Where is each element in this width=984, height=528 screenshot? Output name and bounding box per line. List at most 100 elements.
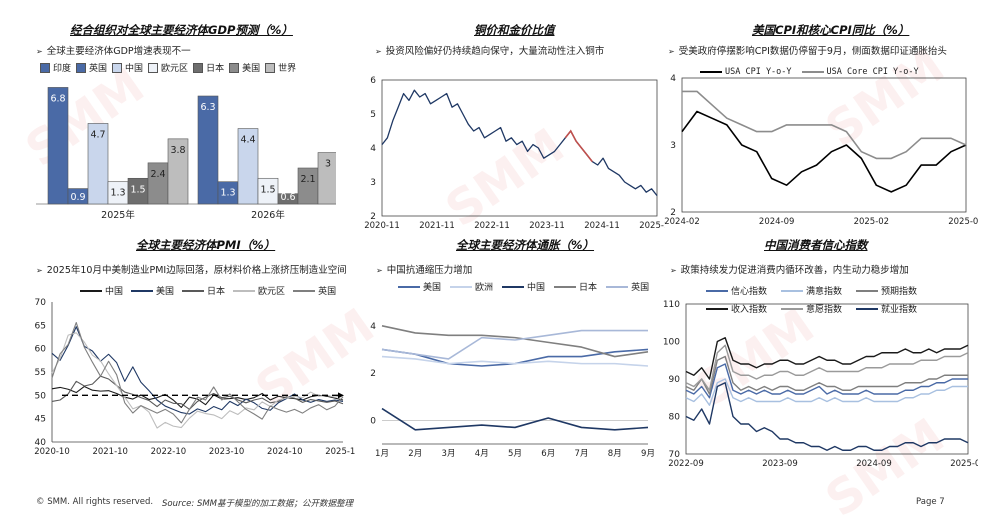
x-tick-label: 2025-02	[854, 217, 890, 227]
y-tick-label: 6	[370, 76, 376, 86]
legend-label: 英国	[318, 287, 337, 297]
category-label: 2026年	[251, 209, 285, 221]
legend-item: 欧洲	[450, 280, 493, 293]
legend-swatch	[182, 289, 205, 292]
chart-legend: 印度 英国 中国 欧元区 日本 美国 世界	[40, 61, 296, 74]
gdp-chart: 6.8 0.9 4.7 1.3 1.5 2.4 3.8 2025年 6.3 1.3 4.4 1.5 0.…	[36, 87, 336, 221]
data-label: 6.8	[50, 93, 65, 104]
x-tick-label: 2024-10	[267, 447, 303, 456]
chart-legend: 信心指数 满意指数 预期指数 收入指数 意愿指数 就业指数	[706, 284, 976, 315]
legend-item: 中国	[112, 61, 143, 74]
legend-swatch	[856, 307, 879, 310]
legend-label: 欧元区	[161, 64, 189, 74]
x-tick-label: 2022-11	[474, 221, 510, 230]
legend-label: 日本	[579, 283, 598, 293]
legend-item: USA Core CPI Y-o-Y	[801, 67, 919, 77]
series-line	[51, 321, 344, 424]
series-line	[381, 329, 648, 360]
series-line	[381, 325, 649, 358]
x-tick-label: 2024-09	[759, 217, 795, 227]
legend-item: 美国	[131, 284, 174, 297]
data-label: 0.9	[70, 192, 85, 203]
legend-item: 日本	[182, 284, 225, 297]
legend-label: 印度	[53, 64, 72, 74]
chart-note: ➢ 全球主要经济体GDP增速表现不一	[36, 46, 191, 57]
chart-legend: USA CPI Y-o-Y USA Core CPI Y-o-Y	[700, 67, 919, 77]
legend-swatch	[606, 285, 629, 288]
y-tick-label: 3	[670, 141, 676, 151]
x-tick-label: 2022-10	[151, 447, 187, 456]
series-line	[685, 337, 969, 380]
series-line	[381, 407, 649, 431]
data-label: 3.8	[170, 145, 185, 156]
bar	[237, 128, 259, 205]
legend-swatch	[450, 285, 473, 288]
source-note: Source: SMM基于模型的加工数据；公开数据整理	[162, 499, 354, 509]
y-tick-label: 65	[35, 321, 46, 331]
plot-frame	[681, 77, 967, 213]
legend-swatch	[76, 62, 87, 73]
bar	[197, 95, 219, 205]
legend-item: 收入指数	[706, 302, 767, 315]
y-tick-label: 60	[35, 345, 47, 355]
legend-label: 美国	[242, 64, 261, 74]
y-tick-label: 5	[370, 110, 376, 120]
inflation-chart: 0 2 4 1月 2月 3月 4月 5月 6月 7月 8月 9月	[370, 322, 655, 459]
legend-label: 中国	[527, 283, 546, 293]
y-tick-label: 55	[35, 368, 46, 378]
chart-legend: 中国 美国 日本 欧元区 英国	[80, 284, 336, 297]
x-tick-label: 7月	[575, 449, 589, 459]
data-label: 4.4	[240, 135, 255, 146]
y-tick-label: 110	[663, 300, 680, 310]
legend-swatch	[502, 285, 525, 288]
y-tick-label: 4	[670, 74, 676, 84]
series-line	[682, 90, 967, 160]
chart-title: 美国CPI和核心CPI同比（%）	[752, 23, 910, 37]
legend-label: 中国	[125, 64, 144, 74]
legend-label: 欧元区	[258, 287, 286, 297]
chart-note: ➢ 投资风险偏好仍持续趋向保守，大量流动性注入铜市	[375, 46, 605, 57]
legend-item: 中国	[502, 280, 545, 293]
bullet-icon: ➢	[668, 47, 675, 56]
legend-item: 英国	[606, 280, 649, 293]
series-line	[51, 375, 344, 410]
copyright: © SMM. All rights reserved.	[36, 497, 154, 507]
series-line	[685, 382, 969, 451]
y-tick-label: 3	[370, 178, 376, 188]
y-tick-label: 4	[370, 144, 376, 154]
chart-title: 经合组织对全球主要经济体GDP预测（%）	[70, 23, 293, 37]
legend-label: 意愿指数	[806, 305, 843, 315]
series-highlight	[564, 129, 593, 163]
plot-frame	[381, 79, 658, 217]
chart-title: 全球主要经济体PMI（%）	[136, 238, 276, 252]
y-tick-label: 70	[35, 298, 47, 308]
legend-item: 满意指数	[781, 284, 842, 297]
bar	[317, 152, 336, 205]
legend-label: 美国	[156, 287, 175, 297]
legend-swatch	[398, 285, 420, 288]
legend-item: USA CPI Y-o-Y	[700, 67, 792, 77]
x-tick-label: 9月	[641, 449, 655, 459]
chart-title: 全球主要经济体通胀（%）	[456, 238, 595, 252]
plot-frame	[685, 303, 969, 455]
legend-label: 美国	[423, 283, 442, 293]
x-tick-label: 1月	[375, 449, 389, 459]
legend-swatch	[700, 71, 722, 73]
y-tick-label: 2	[670, 208, 676, 218]
legend-label: 英国	[631, 283, 650, 293]
legend-swatch	[112, 62, 123, 73]
consumer-confidence-chart: 70 80 90 100 110 2022-09 2023-09 2024-09 2025-09	[663, 300, 978, 469]
x-tick-label: 2021-10	[92, 447, 128, 456]
legend-swatch	[856, 289, 879, 292]
series-line	[381, 355, 649, 367]
y-tick-label: 100	[663, 338, 680, 348]
cpi-chart: 2 3 4 2024-02 2024-09 2025-02 2025-09	[664, 74, 978, 227]
legend-item: 意愿指数	[781, 302, 842, 315]
legend-item: 美国	[398, 280, 441, 293]
series-line	[685, 344, 969, 391]
legend-item: 英国	[293, 284, 336, 297]
chart-legend: 美国 欧洲 中国 日本 英国	[398, 280, 649, 293]
y-tick-label: 4	[370, 322, 376, 332]
x-tick-label: 2023-09	[762, 459, 798, 469]
legend-item: 预期指数	[856, 284, 917, 297]
